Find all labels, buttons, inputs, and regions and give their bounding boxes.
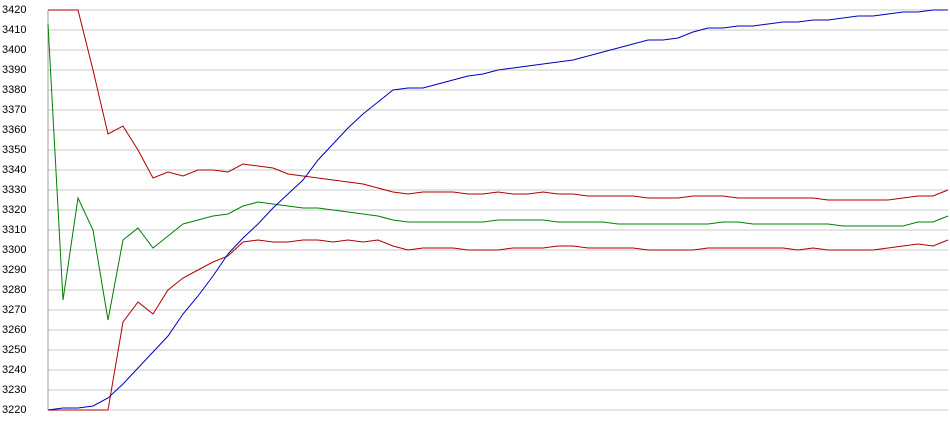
series-line [47, 23, 949, 321]
y-tick-label: 3380 [2, 84, 26, 96]
y-tick-label: 3310 [2, 224, 26, 236]
y-tick-label: 3270 [2, 304, 26, 316]
y-tick-label: 3370 [2, 104, 26, 116]
series-line [48, 239, 949, 411]
y-tick-label: 3260 [2, 324, 26, 336]
y-tick-label: 3390 [2, 64, 26, 76]
y-tick-label: 3290 [2, 264, 26, 276]
y-tick-label: 3420 [2, 4, 26, 16]
y-tick-label: 3360 [2, 124, 26, 136]
y-tick-label: 3320 [2, 204, 26, 216]
series-line [47, 9, 948, 411]
y-tick-label: 3340 [2, 164, 26, 176]
y-tick-label: 3240 [2, 364, 26, 376]
y-tick-label: 3330 [2, 184, 26, 196]
y-tick-label: 3280 [2, 284, 26, 296]
y-tick-label: 3300 [2, 244, 26, 256]
y-tick-label: 3400 [2, 44, 26, 56]
y-tick-label: 3350 [2, 144, 26, 156]
y-tick-label: 3230 [2, 384, 26, 396]
y-tick-label: 3220 [2, 404, 26, 416]
series-line [48, 9, 949, 201]
y-tick-label: 3410 [2, 24, 26, 36]
y-tick-label: 3250 [2, 344, 26, 356]
